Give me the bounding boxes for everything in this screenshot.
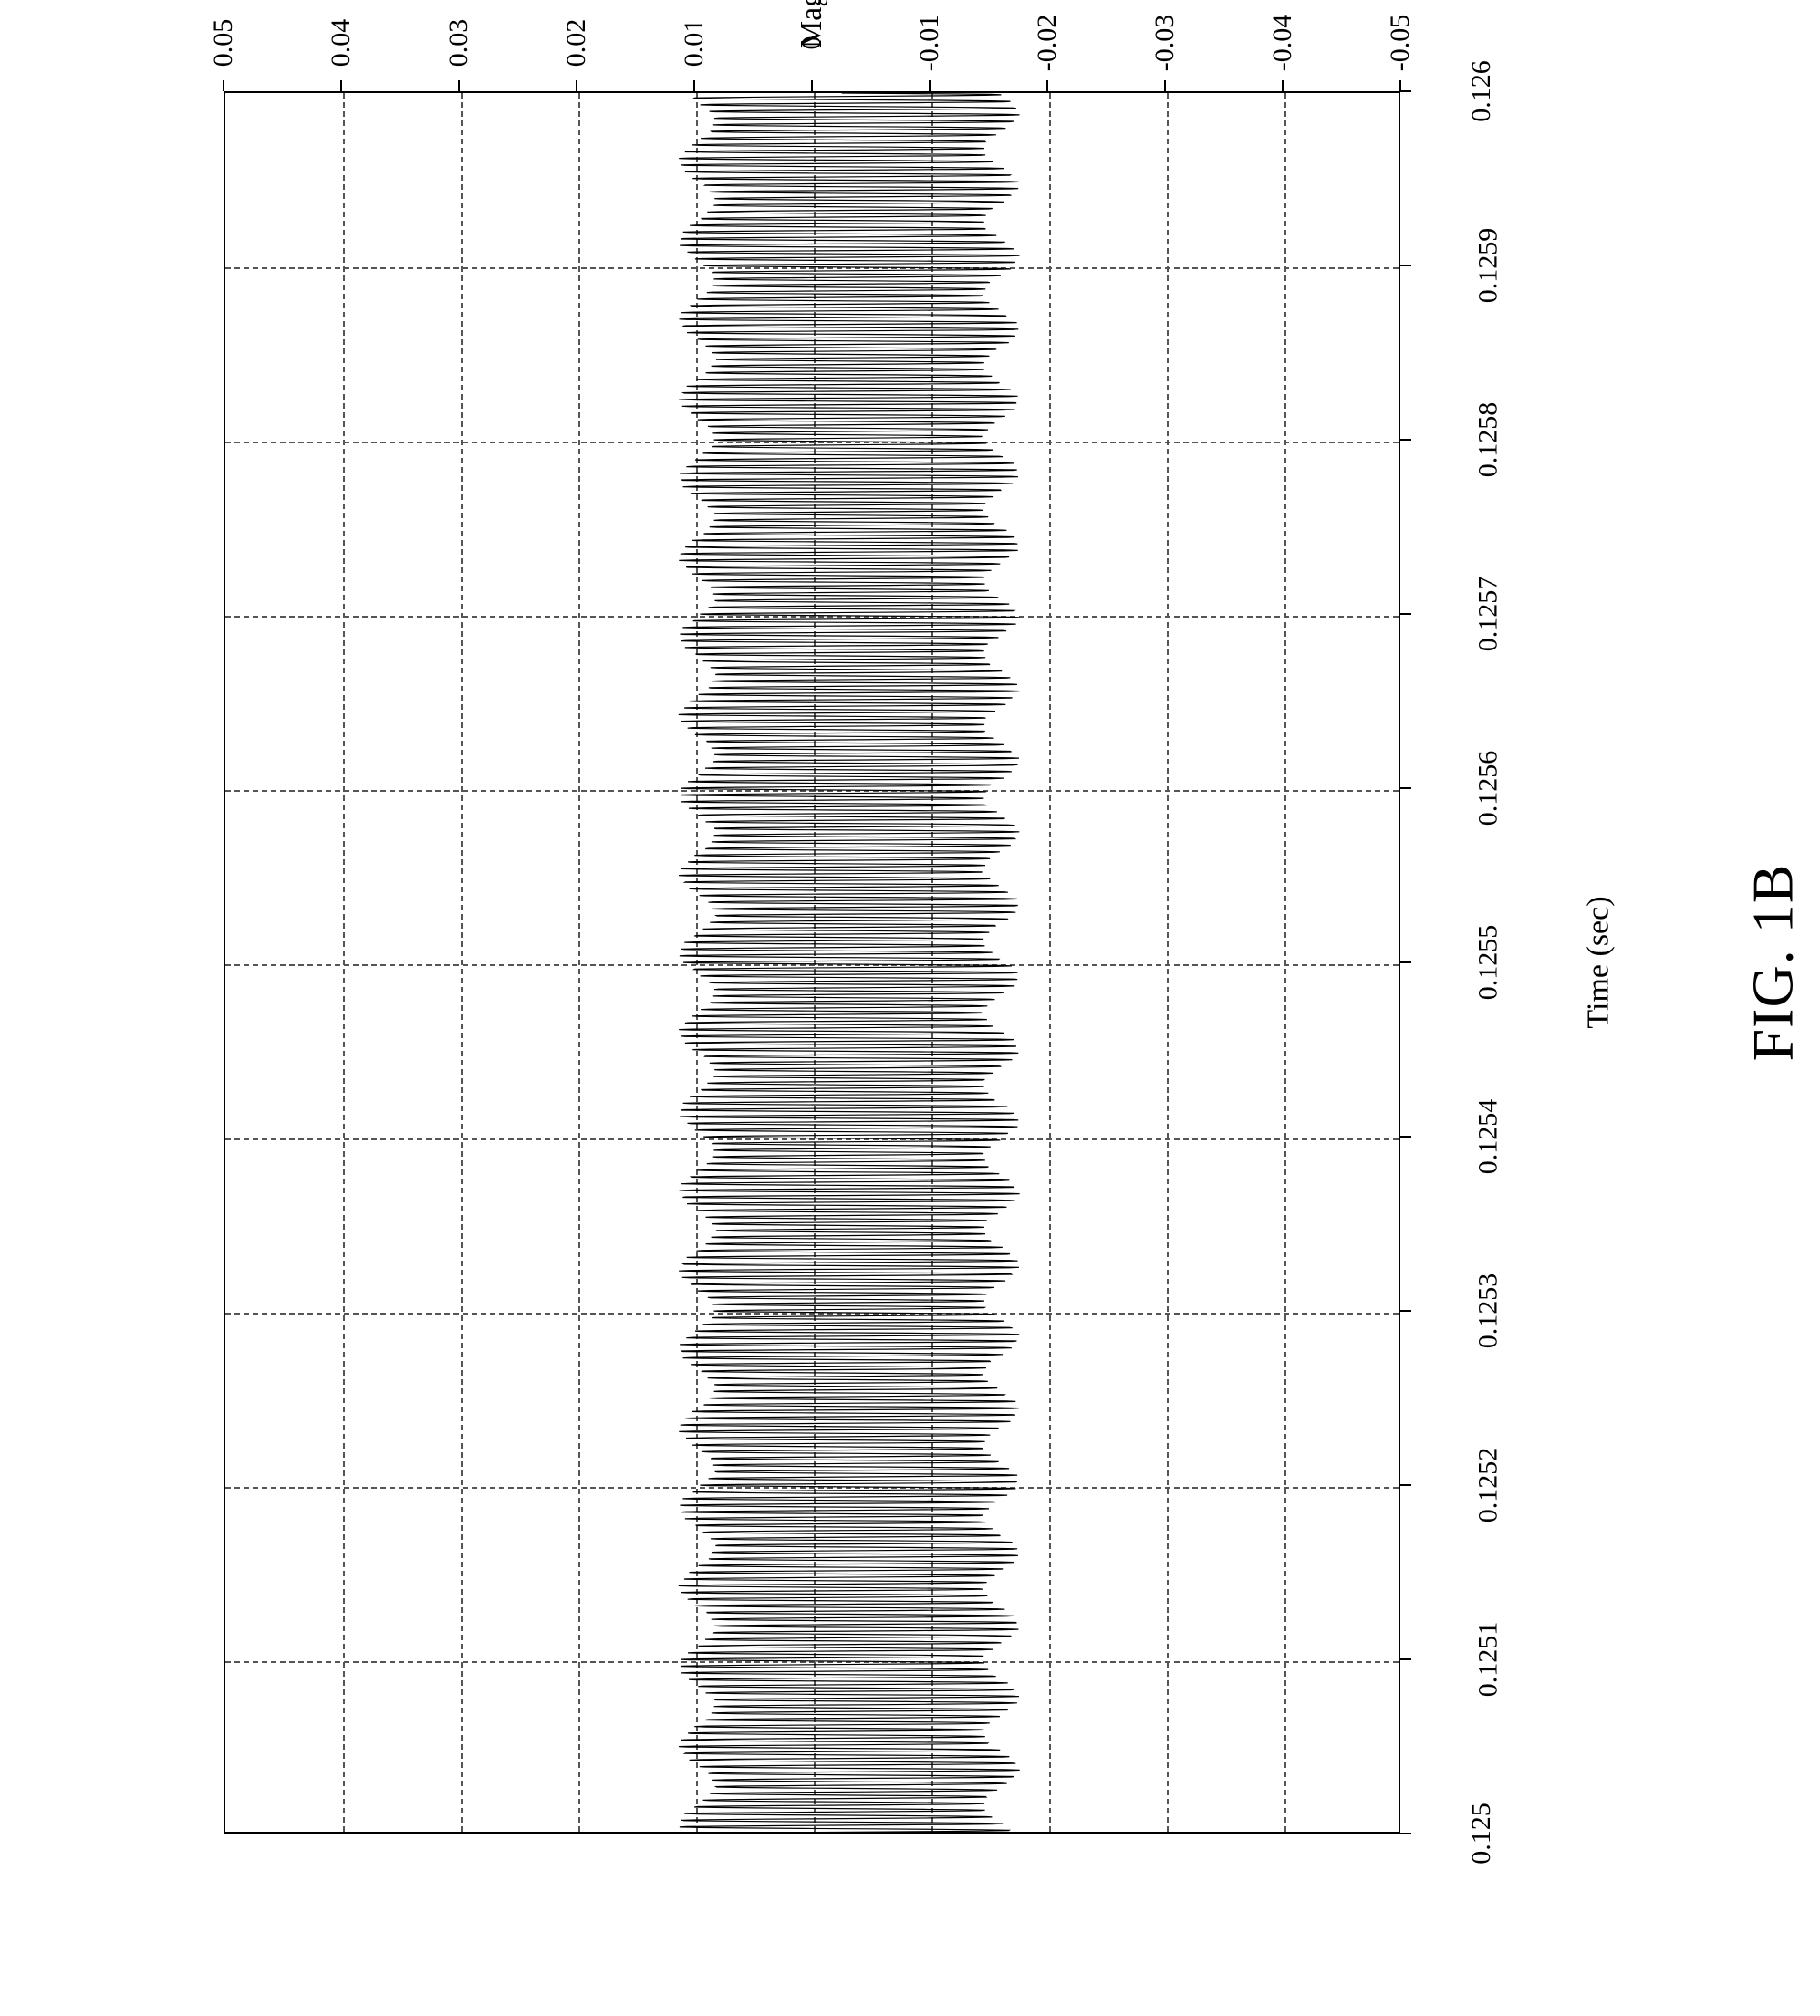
- x-tick-label: 0.1258: [1472, 402, 1503, 478]
- tick-mark: [1400, 787, 1411, 789]
- tick-mark: [1400, 90, 1411, 92]
- y-tick-label: -0.05: [1385, 15, 1416, 72]
- x-axis-label: Time (sec): [1582, 896, 1617, 1028]
- tick-mark: [929, 80, 931, 91]
- x-tick-label: 0.1252: [1472, 1448, 1503, 1523]
- x-tick-label: 0.1256: [1472, 751, 1503, 826]
- tick-mark: [1400, 961, 1411, 963]
- tick-mark: [1282, 80, 1284, 91]
- y-tick-label: 0.05: [208, 19, 239, 68]
- tick-mark: [811, 80, 813, 91]
- tick-mark: [1400, 1310, 1411, 1312]
- plot-area: [224, 91, 1400, 1834]
- tick-mark: [576, 80, 577, 91]
- tick-mark: [458, 80, 460, 91]
- figure-1b: Magnitude (dB) Time (sec) FIG. 1B PRIOR …: [0, 0, 1820, 2016]
- tick-mark: [1164, 80, 1166, 91]
- page: Magnitude (dB) Time (sec) FIG. 1B PRIOR …: [0, 0, 1820, 2016]
- tick-mark: [1400, 439, 1411, 441]
- x-tick-label: 0.126: [1466, 60, 1497, 122]
- tick-mark: [1400, 1484, 1411, 1486]
- y-tick-label: 0.03: [443, 19, 474, 68]
- tick-mark: [1046, 80, 1048, 91]
- x-tick-label: 0.1253: [1472, 1273, 1503, 1349]
- x-tick-label: 0.1251: [1472, 1622, 1503, 1698]
- tick-mark: [1400, 1833, 1411, 1834]
- y-tick-label: -0.01: [914, 15, 945, 72]
- tick-mark: [223, 80, 224, 91]
- tick-mark: [693, 80, 695, 91]
- x-tick-label: 0.1259: [1472, 228, 1503, 304]
- tick-mark: [1400, 613, 1411, 615]
- y-tick-label: -0.04: [1267, 15, 1298, 72]
- y-tick-label: -0.02: [1032, 15, 1063, 72]
- tick-mark: [340, 80, 342, 91]
- x-tick-label: 0.1254: [1472, 1099, 1503, 1175]
- x-tick-label: 0.125: [1466, 1803, 1497, 1865]
- tick-mark: [1400, 1658, 1411, 1660]
- waveform-line: [225, 93, 1400, 1834]
- tick-mark: [1400, 265, 1411, 266]
- x-tick-label: 0.1255: [1472, 925, 1503, 1001]
- tick-mark: [1400, 1136, 1411, 1138]
- figure-caption: FIG. 1B: [1739, 864, 1806, 1062]
- y-tick-label: 0.04: [326, 19, 357, 68]
- y-tick-label: 0: [796, 36, 827, 50]
- y-tick-label: 0.02: [561, 19, 592, 68]
- y-tick-label: 0.01: [679, 19, 710, 68]
- x-tick-label: 0.1257: [1472, 577, 1503, 652]
- y-tick-label: -0.03: [1149, 15, 1180, 72]
